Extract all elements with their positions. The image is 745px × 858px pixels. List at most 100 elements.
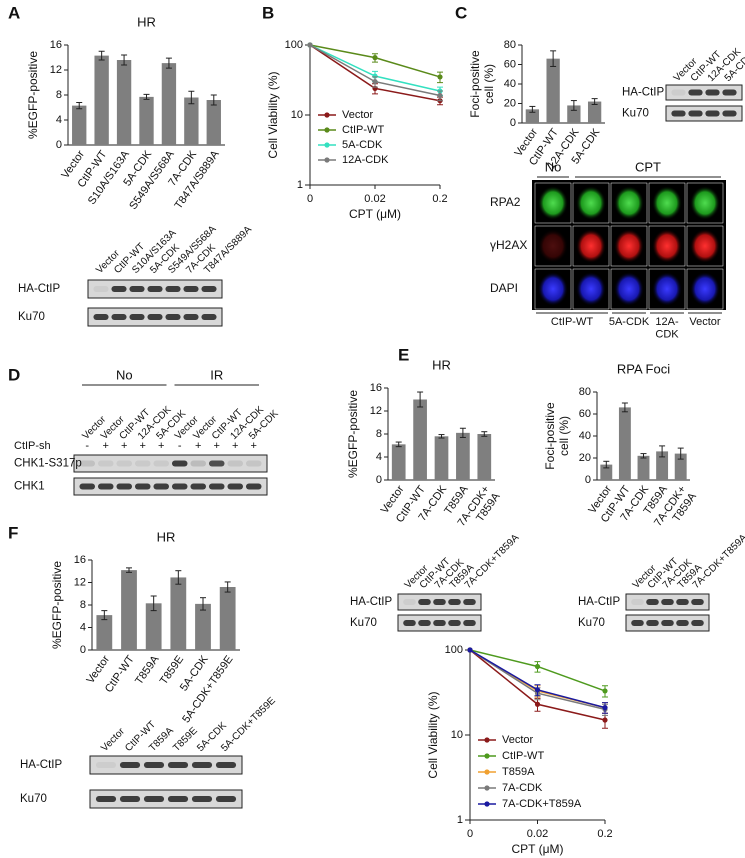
point <box>534 701 541 707</box>
y-tick-label: 0 <box>56 139 62 151</box>
y-tick-label: 1 <box>297 179 303 191</box>
sh-sign: - <box>178 440 182 452</box>
row-label: CHK1 <box>14 481 45 493</box>
panel-letter: A <box>8 3 20 22</box>
point <box>437 74 443 80</box>
error-bar <box>150 595 157 612</box>
row-label: Ku70 <box>350 617 377 629</box>
blot-band <box>722 110 737 117</box>
legend-marker <box>484 785 490 791</box>
blot-band <box>691 599 704 605</box>
nucleus <box>614 272 644 306</box>
blot-band <box>116 460 133 467</box>
bar <box>96 615 113 650</box>
blot-band <box>79 483 96 490</box>
y-tick-label: 100 <box>445 644 463 656</box>
bar <box>567 105 581 123</box>
nucleus <box>538 229 568 263</box>
blot-band <box>95 796 117 802</box>
legend-label: T859A <box>502 766 535 778</box>
y-tick-label: 4 <box>56 114 62 126</box>
blot-band <box>95 762 117 768</box>
bar <box>139 96 154 145</box>
blot-band <box>208 460 225 467</box>
bar <box>161 63 177 145</box>
error-bar <box>121 54 128 66</box>
x-axis-label: CPT (μM) <box>511 842 563 856</box>
blot-band <box>201 314 217 320</box>
y-tick-label: 12 <box>50 64 62 76</box>
y-tick-label: 16 <box>50 39 62 51</box>
sh-sign: + <box>103 440 109 452</box>
y-tick-label: 0 <box>80 644 86 656</box>
error-bar <box>621 402 628 413</box>
legend-marker <box>324 127 330 133</box>
bar <box>413 399 427 480</box>
row-label: HA-CtIP <box>578 596 621 608</box>
bar <box>206 100 221 145</box>
bar <box>587 101 602 123</box>
error-bar <box>640 453 647 459</box>
error-bar <box>175 570 182 585</box>
blot-band <box>147 314 163 320</box>
blot-band <box>661 620 674 626</box>
bar <box>618 407 631 480</box>
y-tick-label: 10 <box>451 729 463 741</box>
error-bar <box>459 427 466 438</box>
blot-band <box>129 286 145 292</box>
error-bar <box>570 100 577 111</box>
y-tick-label: 40 <box>504 78 516 90</box>
blot-box <box>665 105 743 122</box>
point <box>602 705 608 711</box>
bar <box>456 432 470 480</box>
blot-band <box>191 762 213 768</box>
blot-box <box>89 789 243 809</box>
blot-band <box>688 110 703 117</box>
point <box>467 647 473 653</box>
legend-marker <box>484 801 490 807</box>
nucleus <box>538 186 568 220</box>
bar <box>656 451 669 480</box>
bar <box>391 444 406 480</box>
y-tick-label: 8 <box>80 599 86 611</box>
blot-band <box>147 286 163 292</box>
blot-band <box>722 89 737 96</box>
blot-band <box>646 620 659 626</box>
blot-band <box>153 483 170 490</box>
bar <box>145 603 162 650</box>
sh-sign: + <box>140 440 146 452</box>
row-label: Ku70 <box>578 617 605 629</box>
y-tick-label: 0 <box>585 474 591 486</box>
blot-box <box>89 755 243 775</box>
y-tick-label: 8 <box>376 428 382 440</box>
row-label: HA-CtIP <box>20 759 63 771</box>
blot-band <box>676 599 689 605</box>
blot-band <box>646 599 659 605</box>
legend-label: CtIP-WT <box>342 124 384 136</box>
nucleus <box>538 272 568 306</box>
y-tick-label: 60 <box>579 408 591 420</box>
blot-band <box>688 89 703 96</box>
blot-band <box>433 620 446 626</box>
blot-band <box>183 286 199 292</box>
error-bar <box>438 434 445 439</box>
y-axis-label: %EGFP-positive <box>26 51 40 139</box>
blot-band <box>201 286 217 292</box>
legend-marker <box>324 112 330 118</box>
blot-box <box>665 84 743 101</box>
row-label: Ku70 <box>18 311 45 323</box>
y-axis-label: Cell Viability (%) <box>426 691 440 778</box>
error-bar <box>659 445 666 458</box>
blot-band <box>165 286 181 292</box>
error-bar <box>165 57 172 69</box>
sh-sign: + <box>195 440 201 452</box>
nucleus <box>690 186 720 220</box>
image-row-label: RPA2 <box>490 195 521 209</box>
blot-band <box>245 460 262 467</box>
y-tick-label: 0 <box>376 474 382 486</box>
image-column-label: Vector <box>689 316 721 328</box>
y-tick-label: 4 <box>80 621 86 633</box>
blot-band <box>418 620 431 626</box>
error-bar <box>529 105 536 113</box>
